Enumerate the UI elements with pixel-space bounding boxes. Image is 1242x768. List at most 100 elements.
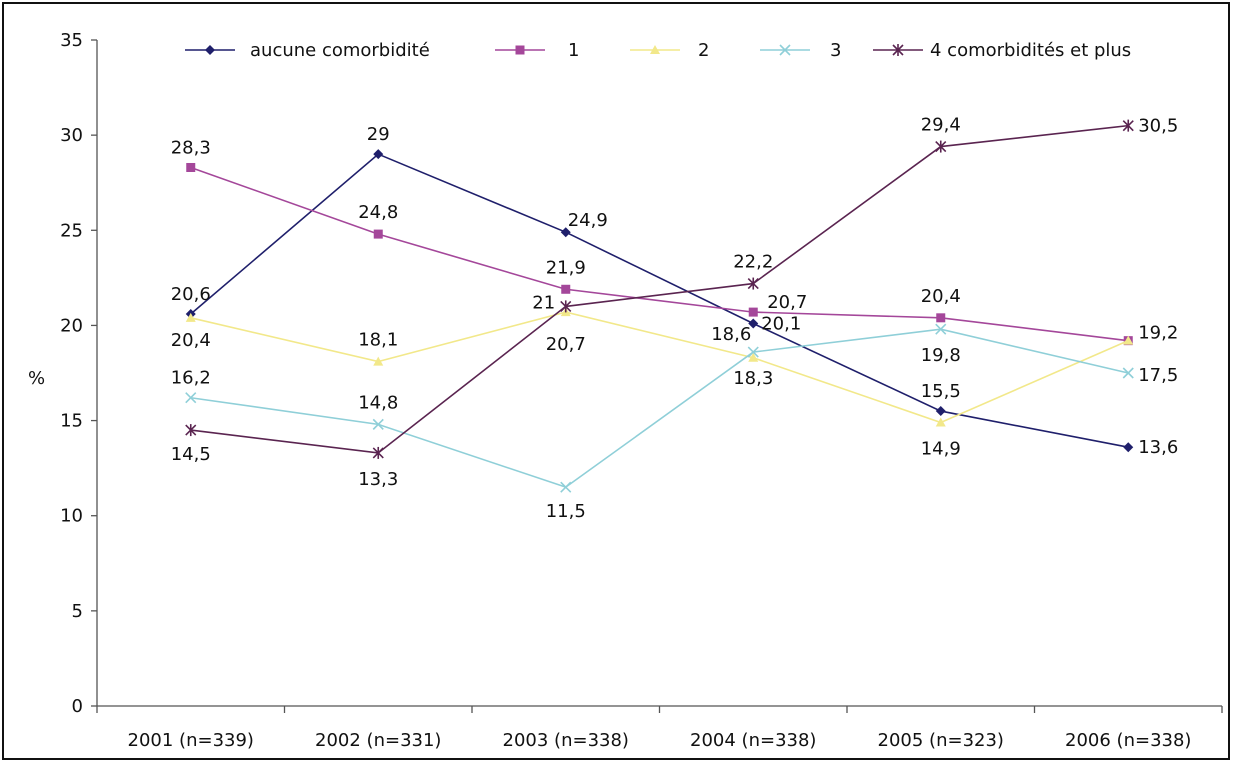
data-point [372, 418, 384, 430]
data-point [935, 406, 946, 417]
data-label: 15,5 [921, 381, 961, 402]
data-label: 16,2 [171, 368, 211, 389]
data-label: 20,7 [767, 292, 807, 313]
legend-marker [205, 45, 215, 55]
data-label: 20,4 [921, 286, 961, 307]
data-point-stroke [935, 323, 947, 335]
data-point [748, 307, 758, 317]
data-point [372, 446, 384, 459]
chart-frame [2, 2, 1230, 760]
data-label: 21 [532, 292, 555, 313]
data-label: 28,3 [171, 137, 211, 158]
data-point [747, 346, 759, 358]
data-point [185, 312, 196, 322]
data-label: 13,3 [358, 469, 398, 490]
data-label: 18,3 [733, 368, 773, 389]
x-tick-label: 2003 (n=338) [503, 730, 629, 751]
data-point [373, 229, 383, 239]
data-point [186, 162, 196, 172]
legend-label: aucune comorbidité [250, 40, 430, 61]
y-tick-label: 10 [60, 506, 83, 527]
data-point [936, 313, 946, 323]
series-line [190, 166, 1129, 342]
data-point [1122, 367, 1134, 379]
data-label: 30,5 [1138, 116, 1178, 137]
legend-marker [892, 44, 904, 56]
series-line [190, 328, 1129, 489]
series-line [190, 311, 1129, 424]
data-label: 20,6 [171, 284, 211, 305]
series-line [190, 124, 1129, 454]
data-point [560, 481, 572, 493]
y-tick-label: 30 [60, 125, 83, 146]
data-point-stroke [1122, 367, 1134, 379]
data-label: 14,5 [171, 444, 211, 465]
legend: aucune comorbidité 1 2 3 4 comorbidités et p… [185, 40, 1131, 61]
data-point-stroke [372, 418, 384, 430]
data-point [748, 352, 759, 362]
data-label: 24,8 [358, 202, 398, 223]
y-tick-label: 15 [60, 411, 83, 432]
data-label: 22,2 [733, 252, 773, 273]
data-label: 21,9 [546, 257, 586, 278]
data-label: 11,5 [546, 501, 586, 522]
data-label: 24,9 [568, 210, 608, 231]
x-tick-label: 2006 (n=338) [1065, 730, 1191, 751]
legend-label: 2 [698, 40, 709, 61]
data-point [935, 417, 946, 427]
data-point [373, 356, 384, 366]
data-point [1123, 442, 1134, 453]
x-tick-label: 2001 (n=339) [128, 730, 254, 751]
data-point [935, 323, 947, 335]
data-label: 14,8 [358, 392, 398, 413]
data-label: 17,5 [1138, 365, 1178, 386]
data-label: 13,6 [1138, 437, 1178, 458]
data-label: 20,7 [546, 334, 586, 355]
legend-marker-stroke [779, 44, 791, 56]
data-point [185, 392, 197, 404]
data-point [1123, 335, 1134, 345]
data-label: 19,8 [921, 345, 961, 366]
data-labels: 20,6 29 24,9 20,1 15,5 13,6 28,3 24,8 21,9 20,7 20… [171, 115, 1179, 523]
data-point [185, 424, 197, 437]
data-label: 19,2 [1138, 323, 1178, 344]
data-label: 20,1 [761, 314, 801, 335]
data-point-stroke [747, 346, 759, 358]
data-point [373, 149, 384, 160]
data-point-stroke [560, 481, 572, 493]
legend-label: 4 comorbidités et plus [930, 40, 1131, 61]
data-label: 20,4 [171, 330, 211, 351]
legend-label: 3 [830, 40, 841, 61]
data-point [560, 300, 572, 313]
y-tick-label: 20 [60, 315, 83, 336]
data-point-stroke [185, 392, 197, 404]
y-tick-label: 35 [60, 30, 83, 51]
x-tick-label: 2004 (n=338) [690, 730, 816, 751]
data-point [748, 318, 759, 329]
axes: 0 5 10 15 20 25 30 35 2001 (n=339) 2002 (n=331) 20… [60, 30, 1223, 751]
legend-marker [779, 44, 791, 56]
data-point [561, 284, 571, 294]
y-tick-label: 25 [60, 220, 83, 241]
legend-label: 1 [568, 40, 579, 61]
legend-marker [515, 45, 525, 55]
y-tick-label: 0 [72, 696, 83, 717]
legend-marker [650, 45, 660, 54]
series-line [190, 153, 1129, 448]
data-label: 29,4 [921, 115, 961, 136]
series-layer [185, 119, 1134, 493]
x-tick-label: 2002 (n=331) [315, 730, 441, 751]
data-point [747, 277, 759, 290]
data-point [935, 140, 947, 153]
data-label: 14,9 [921, 438, 961, 459]
y-tick-label: 5 [72, 601, 83, 622]
data-label: 18,1 [358, 330, 398, 351]
data-point [1122, 119, 1134, 132]
y-axis-label: % [28, 368, 45, 389]
data-label: 18,6 [711, 324, 751, 345]
x-tick-label: 2005 (n=323) [878, 730, 1004, 751]
data-point [560, 227, 571, 238]
data-label: 29 [367, 124, 390, 145]
